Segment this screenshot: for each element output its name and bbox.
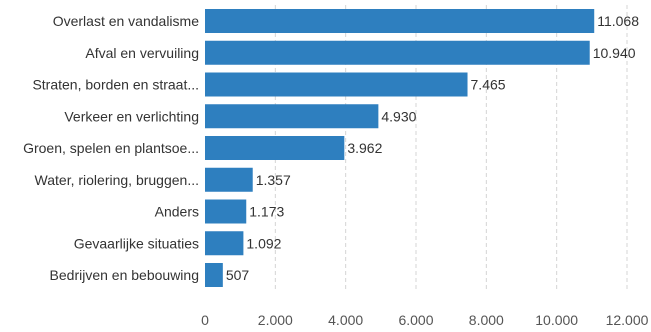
x-tick-label: 6.000 [398, 312, 433, 328]
category-label: Afval en vervuiling [85, 45, 199, 61]
category-labels: Overlast en vandalisme Afval en vervuilin… [23, 13, 199, 283]
x-tick-label: 4.000 [328, 312, 363, 328]
x-tick-label: 10.000 [535, 312, 578, 328]
bar[interactable] [205, 167, 253, 192]
bar[interactable] [205, 136, 345, 160]
bar[interactable] [205, 40, 590, 65]
x-axis-tick-labels: 0 2.000 4.000 6.000 8.000 10.000 12.000 [201, 312, 649, 328]
value-label: 3.962 [347, 140, 382, 156]
x-tick-label: 8.000 [469, 312, 504, 328]
value-label: 4.930 [381, 108, 416, 124]
value-label: 507 [226, 267, 250, 283]
category-label: Bedrijven en bebouwing [50, 267, 199, 283]
value-label: 1.173 [249, 204, 284, 220]
bars [205, 9, 595, 287]
bar[interactable] [205, 9, 595, 33]
bar[interactable] [205, 199, 247, 224]
bar[interactable] [205, 231, 244, 256]
gridlines [274, 5, 628, 292]
value-label: 10.940 [593, 45, 636, 61]
category-label: Water, riolering, bruggen... [35, 172, 199, 188]
x-tick-label: 12.000 [606, 312, 649, 328]
category-label: Overlast en vandalisme [53, 13, 200, 29]
category-label: Gevaarlijke situaties [74, 235, 199, 251]
value-label: 7.465 [471, 77, 506, 93]
category-label: Groen, spelen en plantsoe... [23, 140, 199, 156]
bar[interactable] [205, 263, 223, 287]
x-tick-label: 0 [201, 312, 209, 328]
bar[interactable] [205, 72, 468, 97]
value-label: 11.068 [597, 13, 639, 29]
value-labels: 11.068 10.940 7.465 4.930 3.962 1.357 1.173 1.0… [226, 13, 639, 283]
value-label: 1.357 [256, 172, 291, 188]
category-label: Anders [155, 204, 199, 220]
value-label: 1.092 [246, 235, 281, 251]
category-label: Verkeer en verlichting [64, 108, 199, 124]
category-label: Straten, borden en straat... [32, 77, 199, 93]
x-tick-label: 2.000 [258, 312, 293, 328]
bar[interactable] [205, 104, 379, 129]
